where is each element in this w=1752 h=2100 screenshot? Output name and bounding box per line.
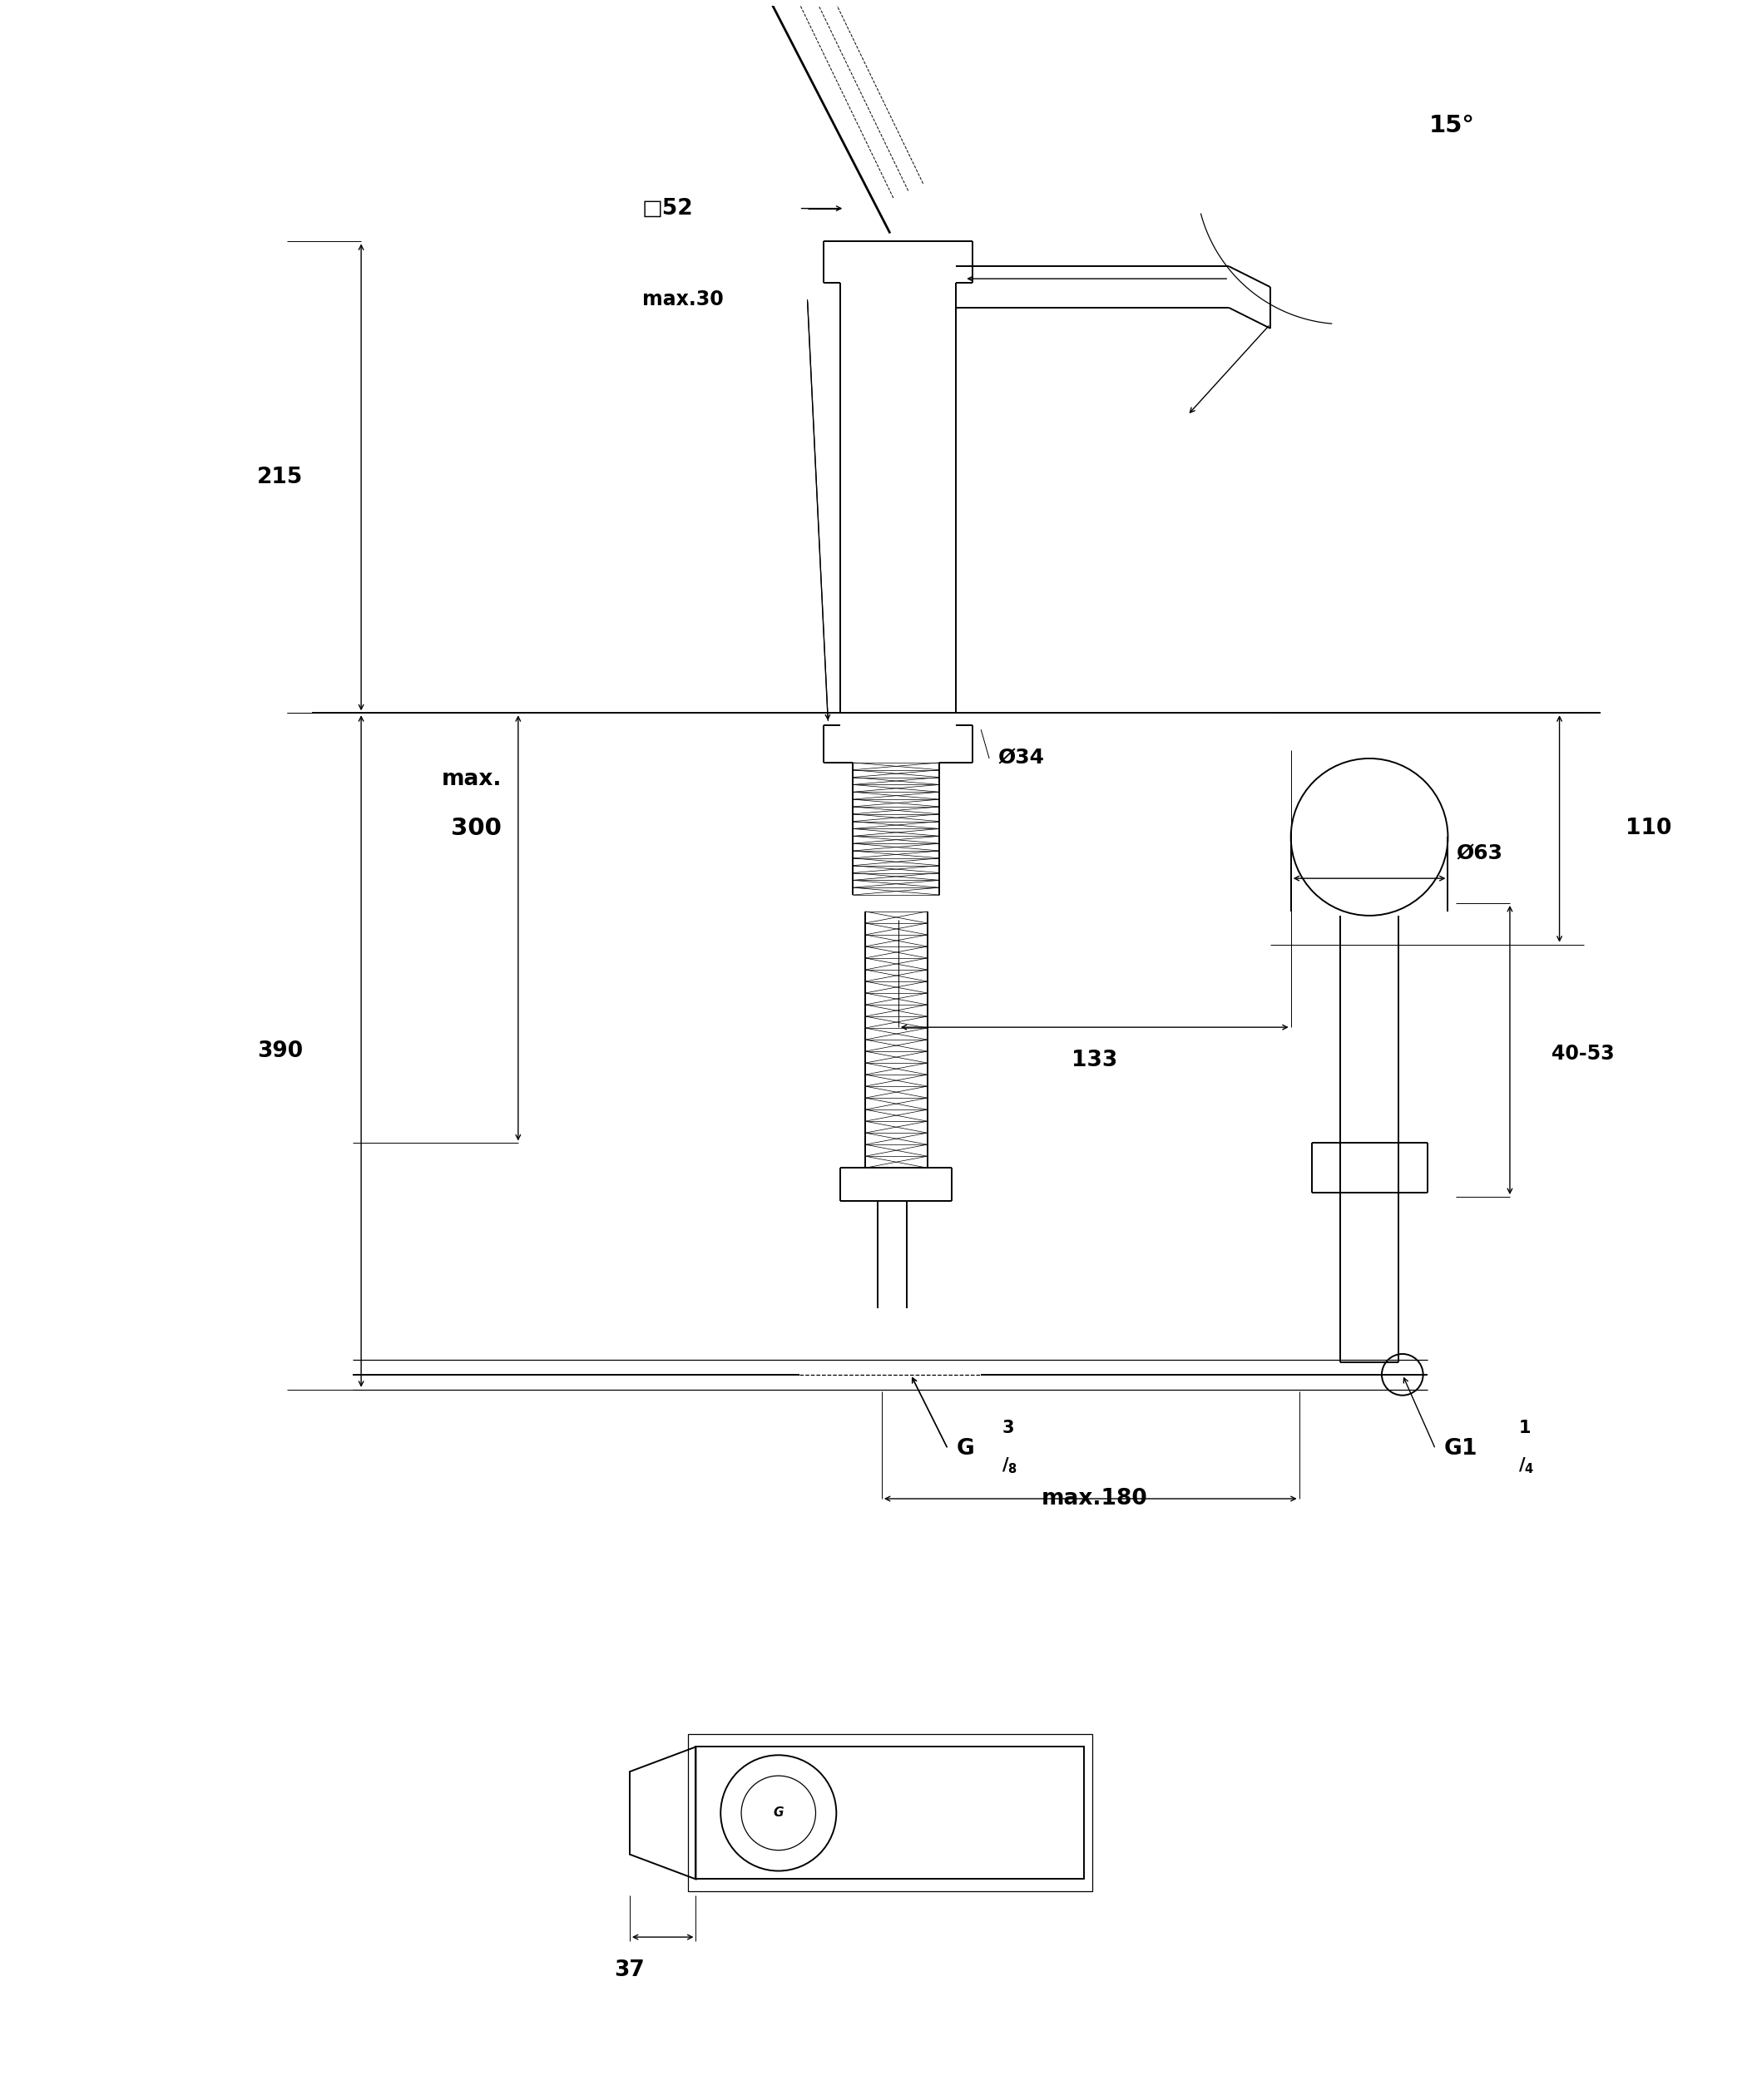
Text: max.: max.: [442, 769, 501, 790]
Text: $\mathregular{/_{8}}$: $\mathregular{/_{8}}$: [1002, 1455, 1018, 1476]
Text: 300: 300: [450, 817, 501, 840]
Text: 215: 215: [258, 466, 303, 487]
Text: □52: □52: [643, 197, 694, 218]
Text: $\mathregular{3}$: $\mathregular{3}$: [1002, 1420, 1014, 1436]
Text: max.180: max.180: [1041, 1489, 1148, 1510]
Text: max.30: max.30: [643, 290, 724, 309]
Text: 40-53: 40-53: [1551, 1044, 1614, 1065]
Bar: [687, 1735, 1093, 1892]
Text: 133: 133: [1072, 1050, 1118, 1071]
Text: $\mathregular{G}$: $\mathregular{G}$: [957, 1439, 974, 1460]
Text: Ø63: Ø63: [1456, 844, 1503, 863]
Text: G: G: [773, 1806, 783, 1819]
Bar: [696, 1747, 1084, 1880]
Text: 15°: 15°: [1430, 113, 1475, 136]
Text: 37: 37: [615, 1959, 645, 1980]
Text: Ø34: Ø34: [997, 748, 1044, 769]
Text: 390: 390: [258, 1040, 303, 1063]
Text: 110: 110: [1626, 817, 1671, 840]
Text: $\mathregular{G1}$: $\mathregular{G1}$: [1444, 1439, 1477, 1460]
Text: $\mathregular{1}$: $\mathregular{1}$: [1519, 1420, 1531, 1436]
Text: $\mathregular{/_{4}}$: $\mathregular{/_{4}}$: [1519, 1455, 1535, 1476]
